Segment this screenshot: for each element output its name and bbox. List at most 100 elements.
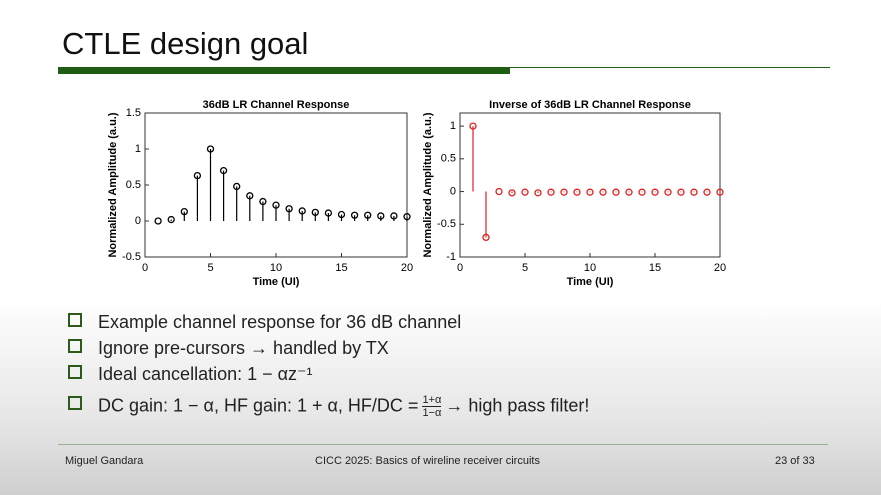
x-tick-label: 5 <box>207 262 213 274</box>
bullet-text: → high pass filter! <box>445 395 590 416</box>
stem <box>534 189 542 197</box>
stem-marker <box>664 188 672 196</box>
denominator: 1−α <box>422 406 442 419</box>
y-tick-label: 1.5 <box>126 107 141 119</box>
stem <box>272 201 280 221</box>
bullet: Example channel response for 36 dB chann… <box>68 312 461 333</box>
stem-marker <box>560 188 568 196</box>
stem <box>469 122 477 192</box>
y-tick-label: 1 <box>450 120 456 132</box>
stem-marker <box>495 187 503 196</box>
stem-marker <box>298 207 306 215</box>
charts: 36dB LR Channel Response Time (UI) Normali… <box>107 99 726 288</box>
stem <box>690 188 698 196</box>
bullet: DC gain: 1 − α, HF gain: 1 + α, HF/DC = 1… <box>68 394 589 419</box>
stem-marker <box>337 210 346 219</box>
chart-title: Inverse of 36dB LR Channel Response <box>489 99 691 111</box>
stem-marker <box>547 188 555 196</box>
stem <box>508 189 516 197</box>
title-bar <box>58 67 510 74</box>
bullet-text: Example channel response for 36 dB chann… <box>98 312 462 332</box>
stem <box>259 197 267 221</box>
y-tick-label: 1 <box>135 143 141 155</box>
stem-marker <box>272 201 280 209</box>
y-tick-label: -1 <box>446 251 456 263</box>
stem <box>521 188 529 196</box>
stem-marker <box>703 188 711 196</box>
x-tick-label: 10 <box>270 262 282 274</box>
stem <box>180 207 188 221</box>
y-axis-label: Normalized Amplitude (a.u.) <box>107 112 119 257</box>
stem <box>246 192 254 221</box>
x-tick-label: 10 <box>584 262 596 274</box>
stem-marker <box>390 212 398 220</box>
stem <box>703 188 711 196</box>
stem <box>677 188 685 196</box>
stem <box>547 188 555 196</box>
y-tick-label: -0.5 <box>437 218 456 230</box>
stem-marker <box>482 233 490 242</box>
stem-marker <box>716 188 724 196</box>
footer-rule <box>58 444 828 445</box>
stem <box>298 207 306 221</box>
stem <box>638 188 646 196</box>
stem-marker <box>311 208 319 217</box>
stem <box>337 210 346 221</box>
stem-marker <box>403 213 411 221</box>
stem <box>651 188 659 196</box>
stem-marker <box>469 122 477 130</box>
stem <box>625 188 633 196</box>
stem-marker <box>651 188 659 196</box>
y-tick-label: 0.5 <box>441 153 456 165</box>
bullet-text: DC gain: 1 − α, HF gain: 1 + α, HF/DC = <box>98 395 419 416</box>
stem-marker <box>180 207 188 216</box>
stem-marker <box>193 171 202 180</box>
fraction: 1+α 1−α <box>422 394 442 419</box>
y-tick-label: 0 <box>135 215 141 227</box>
stem <box>350 211 359 221</box>
x-tick-label: 20 <box>401 262 413 274</box>
stem-marker <box>219 166 228 175</box>
title-rule <box>510 67 830 68</box>
stem-marker <box>690 188 698 196</box>
y-axis-label: Normalized Amplitude (a.u.) <box>422 112 434 257</box>
stem-marker <box>324 209 333 217</box>
x-tick-label: 5 <box>522 262 528 274</box>
footer-author: Miguel Gandara <box>65 455 144 467</box>
stem-marker <box>246 192 254 200</box>
stem <box>495 187 503 196</box>
footer-event: CICC 2025: Basics of wireline receiver c… <box>315 455 540 467</box>
chart-title: 36dB LR Channel Response <box>203 99 350 111</box>
bullet: Ignore pre-cursors → handled by TX <box>68 338 389 359</box>
stem <box>233 182 241 221</box>
x-axis-label: Time (UI) <box>253 276 300 288</box>
stem-marker <box>638 188 646 196</box>
bullet-text: Ideal cancellation: 1 − αz⁻¹ <box>98 364 313 384</box>
stem-marker <box>677 188 685 196</box>
stem-marker <box>573 188 581 196</box>
stem <box>167 215 175 224</box>
y-tick-label: -0.5 <box>122 251 141 263</box>
stem-marker <box>625 188 633 196</box>
stem <box>324 209 333 221</box>
stem <box>573 188 581 196</box>
stem-marker <box>521 188 529 196</box>
stem-marker <box>350 211 359 219</box>
stem <box>311 208 319 221</box>
bullet-text: Ignore pre-cursors → handled by TX <box>98 338 389 358</box>
x-tick-label: 20 <box>714 262 726 274</box>
stem-marker <box>364 211 372 219</box>
stem-marker <box>206 145 215 153</box>
stem <box>206 145 215 221</box>
x-axis-label: Time (UI) <box>567 276 614 288</box>
stem <box>364 211 372 221</box>
stem <box>599 188 607 196</box>
y-tick-label: 0.5 <box>126 179 141 191</box>
stem-marker <box>167 215 175 224</box>
stem-marker <box>377 212 385 220</box>
stem <box>716 188 724 196</box>
x-tick-label: 15 <box>335 262 347 274</box>
stem <box>154 217 162 225</box>
stem-marker <box>233 182 241 191</box>
